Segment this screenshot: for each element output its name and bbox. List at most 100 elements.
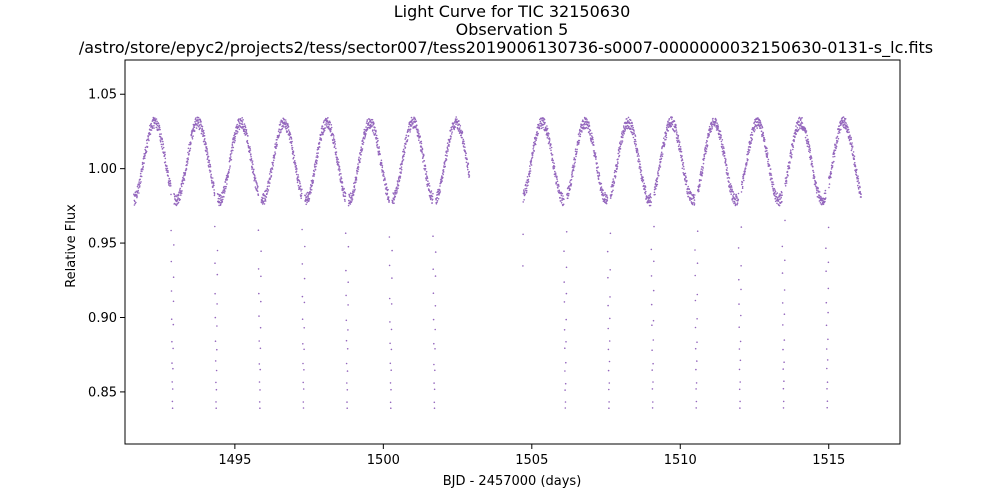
flux-point <box>347 304 349 306</box>
flux-point <box>741 187 744 189</box>
flux-point <box>406 140 409 142</box>
flux-point <box>343 198 346 201</box>
flux-point <box>658 168 660 170</box>
flux-point <box>817 190 820 192</box>
flux-point <box>340 176 342 178</box>
flux-point <box>194 130 196 132</box>
flux-point <box>413 125 416 128</box>
flux-point <box>826 381 829 384</box>
flux-point <box>753 130 756 133</box>
flux-point <box>251 165 253 168</box>
flux-point <box>629 122 631 125</box>
flux-point <box>835 147 837 150</box>
flux-point <box>249 149 252 151</box>
flux-point <box>688 198 691 200</box>
flux-point <box>651 349 653 352</box>
flux-point <box>307 193 310 196</box>
flux-point <box>825 348 828 350</box>
flux-point <box>730 185 733 187</box>
flux-point <box>793 140 795 143</box>
flux-point <box>202 129 205 132</box>
flux-point <box>344 192 347 195</box>
x-axis-label: BJD - 2457000 (days) <box>443 474 582 489</box>
flux-point <box>693 201 695 204</box>
flux-point <box>832 156 834 158</box>
flux-point <box>688 191 690 193</box>
flux-point <box>608 401 610 403</box>
flux-point <box>171 381 173 383</box>
flux-point <box>684 178 686 180</box>
flux-point <box>833 155 836 158</box>
flux-point <box>813 174 815 176</box>
flux-point <box>670 118 673 120</box>
flux-point <box>825 247 827 249</box>
flux-point <box>609 269 611 271</box>
flux-point <box>390 388 392 391</box>
flux-point <box>615 165 617 168</box>
flux-point <box>400 172 402 174</box>
flux-point <box>403 145 406 147</box>
flux-point <box>164 153 166 156</box>
flux-point <box>456 118 458 120</box>
flux-point <box>244 128 246 131</box>
flux-point <box>665 126 668 129</box>
flux-point <box>335 147 337 150</box>
flux-point <box>694 274 696 277</box>
flux-point <box>152 116 155 119</box>
flux-point <box>239 122 241 124</box>
flux-point <box>742 175 745 177</box>
flux-point <box>430 191 432 194</box>
flux-point <box>656 177 659 179</box>
flux-point <box>425 177 427 180</box>
flux-point <box>159 128 161 131</box>
flux-point <box>148 139 150 142</box>
flux-point <box>747 153 750 155</box>
flux-point <box>745 165 747 167</box>
flux-point <box>188 153 190 155</box>
flux-point <box>701 169 704 171</box>
flux-point <box>458 129 461 131</box>
flux-point <box>308 199 310 201</box>
flux-point <box>781 302 784 304</box>
flux-point <box>554 172 557 174</box>
flux-point <box>585 126 588 129</box>
flux-point <box>214 262 216 265</box>
flux-point <box>827 226 830 229</box>
flux-point <box>683 174 686 177</box>
flux-point <box>573 166 575 169</box>
flux-point <box>214 292 216 295</box>
flux-point <box>759 120 761 122</box>
flux-point <box>563 250 565 252</box>
flux-point <box>304 200 307 202</box>
flux-point <box>442 176 444 179</box>
flux-point <box>346 389 349 391</box>
flux-point <box>229 153 232 155</box>
flux-point <box>449 130 452 132</box>
flux-point <box>412 122 414 125</box>
flux-point <box>198 121 200 123</box>
flux-point <box>623 132 625 135</box>
flux-point <box>730 186 733 188</box>
flux-point <box>717 125 719 128</box>
flux-point <box>170 193 172 196</box>
flux-point <box>338 170 341 172</box>
flux-point <box>853 155 856 157</box>
flux-point <box>741 185 744 188</box>
flux-point <box>178 191 181 193</box>
flux-point <box>189 149 191 151</box>
flux-point <box>303 277 306 280</box>
flux-point <box>806 134 808 137</box>
flux-point <box>338 167 340 169</box>
flux-point <box>527 178 530 181</box>
flux-point <box>133 204 136 206</box>
flux-point <box>276 138 278 141</box>
flux-point <box>262 201 265 204</box>
flux-point <box>600 191 603 194</box>
flux-point <box>281 127 284 130</box>
flux-point <box>564 347 566 350</box>
flux-point <box>269 168 272 170</box>
flux-point <box>651 388 654 390</box>
flux-point <box>624 128 626 131</box>
flux-point <box>681 159 684 161</box>
flux-point <box>660 157 663 160</box>
